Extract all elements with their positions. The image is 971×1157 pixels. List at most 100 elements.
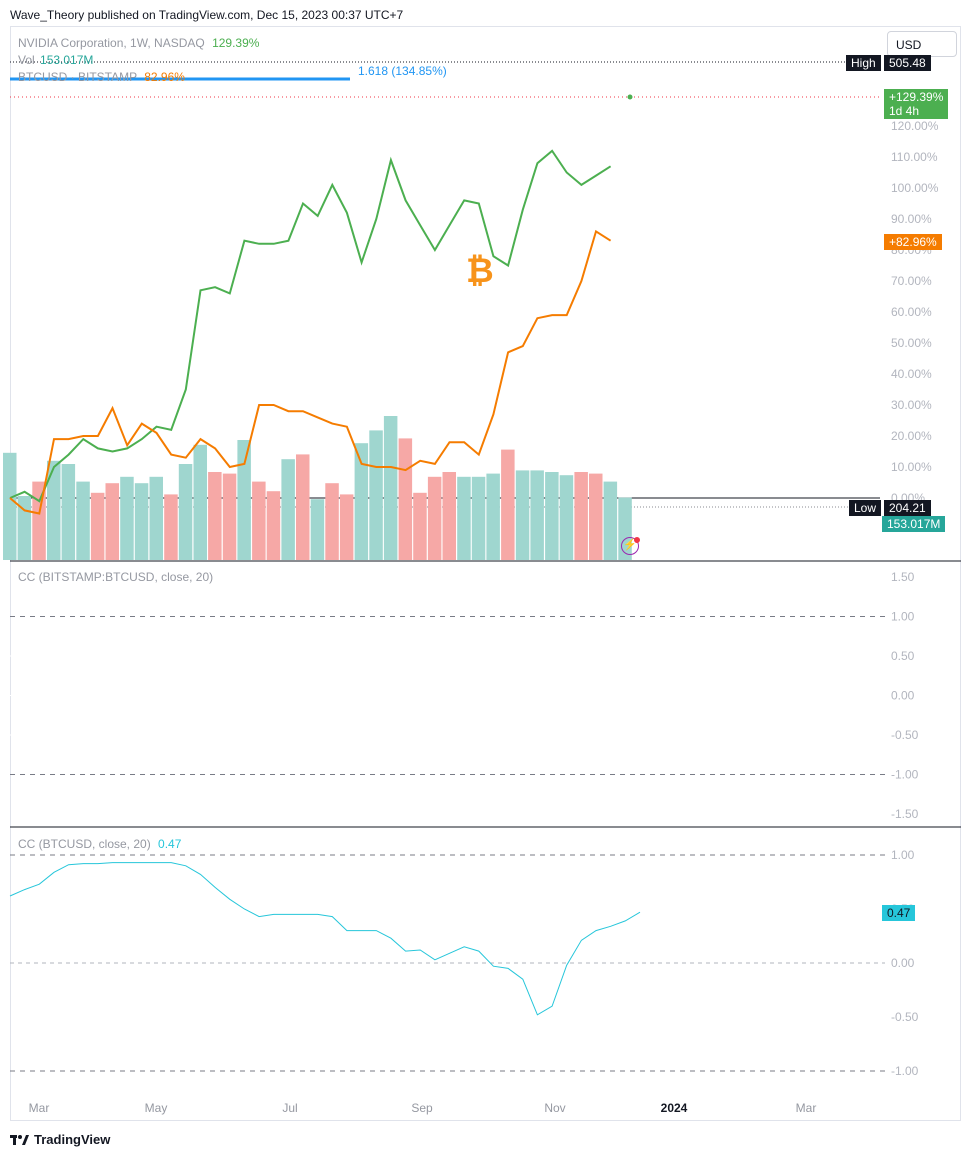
- cc1-y-tick: -0.50: [891, 728, 919, 742]
- vol-legend[interactable]: Vol 153.017M: [18, 53, 93, 67]
- volume-bar: [325, 483, 339, 560]
- y-tick-label: 70.00%: [891, 274, 932, 288]
- y-tick-label: 20.00%: [891, 429, 932, 443]
- volume-bar: [120, 476, 134, 560]
- btc-legend-value: 82.96%: [144, 70, 185, 84]
- volume-bar: [90, 492, 105, 560]
- high-label-tag: High: [846, 55, 881, 71]
- volume-bar: [471, 476, 486, 560]
- volume-bar: [193, 444, 207, 560]
- y-tick-label: 90.00%: [891, 212, 932, 226]
- x-tick-label: Sep: [411, 1101, 433, 1115]
- btc-price-tag: +82.96%: [884, 234, 942, 250]
- y-tick-label: 50.00%: [891, 336, 932, 350]
- price-series-line-0: [9, 149, 612, 503]
- volume-bar: [559, 475, 574, 560]
- volume-bar: [61, 464, 76, 560]
- volume-bar: [515, 470, 530, 560]
- volume-bar: [47, 460, 61, 560]
- volume-bar: [266, 491, 281, 560]
- y-tick-label: 120.00%: [891, 119, 939, 133]
- y-tick-label: 30.00%: [891, 398, 932, 412]
- volume-bar: [369, 430, 383, 560]
- volume-bar: [457, 476, 471, 560]
- x-tick-label: Mar: [796, 1101, 817, 1115]
- x-tick-label: May: [145, 1101, 168, 1115]
- volume-bar: [134, 483, 149, 560]
- lightning-icon[interactable]: ⚡: [621, 537, 639, 555]
- volume-bar: [486, 473, 500, 560]
- volume-bar: [574, 472, 588, 560]
- volume-bar: [252, 481, 266, 560]
- y-tick-label: 10.00%: [891, 460, 932, 474]
- bitcoin-icon: ₿: [466, 252, 494, 290]
- footer-brand-label: TradingView: [34, 1132, 111, 1147]
- cc2-y-tick: 0.00: [891, 956, 915, 970]
- cc2-legend[interactable]: CC (BTCUSD, close, 20) 0.47: [18, 837, 181, 851]
- cc2-series-line: [9, 862, 641, 1016]
- cc2-legend-value: 0.47: [158, 837, 182, 851]
- volume-bar: [603, 481, 618, 560]
- tradingview-logo-icon: [10, 1134, 29, 1145]
- chart-frame: [10, 26, 961, 1121]
- volume-bar: [3, 452, 17, 560]
- cc2-y-tick: 1.00: [891, 848, 915, 862]
- cc1-y-tick: 0.00: [891, 689, 915, 703]
- cc1-y-tick: -1.50: [891, 807, 919, 821]
- cc2-legend-label: CC (BTCUSD, close, 20): [18, 837, 151, 851]
- cc1-y-tick: 1.00: [891, 610, 915, 624]
- btc-legend-symbol: BTCUSD · BITSTAMP: [18, 70, 137, 84]
- vol-legend-label: Vol: [18, 53, 35, 67]
- y-tick-label: 110.00%: [891, 150, 938, 164]
- publisher-header: Wave_Theory published on TradingView.com…: [10, 8, 404, 22]
- vol-legend-value: 153.017M: [40, 53, 94, 67]
- cc1-y-tick: -1.00: [891, 768, 919, 782]
- nvda-countdown: 1d 4h: [889, 104, 920, 118]
- volume-bar: [178, 464, 193, 560]
- footer-brand[interactable]: TradingView: [10, 1132, 110, 1147]
- cc-value-tag: 0.47: [882, 905, 916, 921]
- volume-bar: [589, 473, 603, 560]
- nvda-price-tag: +129.39% 1d 4h: [884, 89, 949, 119]
- volume-bar: [339, 494, 354, 560]
- volume-bar: [222, 473, 237, 560]
- cc1-y-tick: 0.50: [891, 649, 915, 663]
- price-series-line-1: [9, 229, 612, 515]
- volume-bar: [310, 499, 325, 560]
- volume-bar: [237, 440, 251, 560]
- y-tick-label: 60.00%: [891, 305, 932, 319]
- y-tick-label: 40.00%: [891, 367, 932, 381]
- nvda-legend-symbol: NVIDIA Corporation, 1W, NASDAQ: [18, 36, 205, 50]
- nvda-pct-value: +129.39%: [889, 90, 944, 104]
- x-tick-label: Nov: [544, 1101, 565, 1115]
- cc2-y-tick: -1.00: [891, 1064, 919, 1078]
- cc2-y-tick: -0.50: [891, 1010, 919, 1024]
- volume-bar: [530, 470, 544, 560]
- low-value-tag: 204.21: [884, 500, 931, 516]
- x-tick-label: 2024: [661, 1101, 688, 1115]
- volume-bar: [383, 416, 398, 560]
- btc-legend[interactable]: BTCUSD · BITSTAMP 82.96%: [18, 70, 185, 84]
- volume-bar: [296, 454, 310, 560]
- notification-dot: [634, 537, 640, 543]
- volume-bar: [398, 438, 413, 560]
- nvda-legend-value: 129.39%: [212, 36, 260, 50]
- volume-tag: 153.017M: [882, 516, 946, 532]
- fib-label: 1.618 (134.85%): [358, 64, 447, 78]
- high-value-tag: 505.48: [884, 55, 931, 71]
- volume-bar: [164, 494, 178, 560]
- cc1-legend[interactable]: CC (BITSTAMP:BTCUSD, close, 20): [18, 570, 214, 584]
- volume-bar: [105, 483, 119, 560]
- volume-bar: [354, 443, 369, 560]
- volume-bar: [413, 492, 427, 560]
- volume-bar: [427, 476, 442, 560]
- x-tick-label: Mar: [29, 1101, 50, 1115]
- nvda-legend[interactable]: NVIDIA Corporation, 1W, NASDAQ 129.39%: [18, 36, 259, 50]
- y-tick-label: 100.00%: [891, 181, 939, 195]
- cc1-y-tick: 1.50: [891, 570, 915, 584]
- volume-bar: [76, 481, 90, 560]
- currency-button[interactable]: USD: [887, 31, 957, 57]
- volume-bar: [545, 472, 559, 560]
- volume-bar: [281, 459, 295, 560]
